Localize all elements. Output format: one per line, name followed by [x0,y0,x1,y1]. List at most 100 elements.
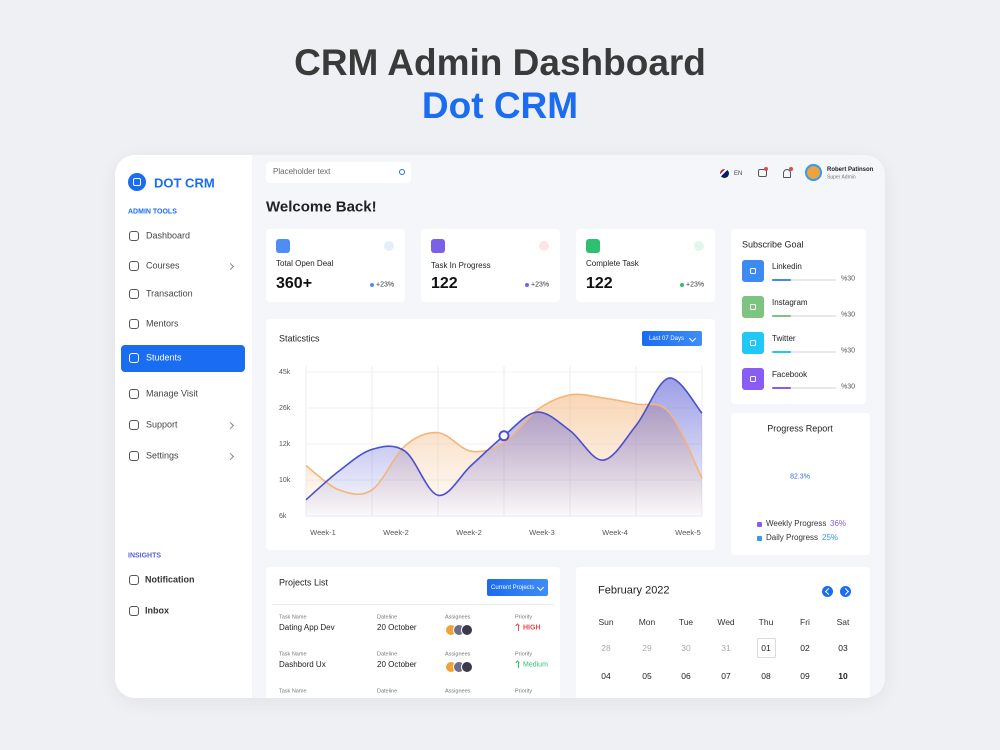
filter-button[interactable] [487,579,548,596]
search-box[interactable] [266,162,411,183]
stat-change-dot [680,283,684,287]
calendar-nav-button[interactable] [821,585,833,597]
column-label: Task Name [279,651,307,658]
user-role: Super Admin [827,174,856,181]
progress-label: %30 [841,275,856,283]
search-icon [399,169,405,175]
legend-value: 36% [830,519,847,528]
area [306,377,702,517]
weekday: Tue [678,616,694,627]
bell-icon[interactable] [783,169,791,178]
language: EN [734,171,743,177]
priority: Medium [523,661,548,669]
stat-change-dot [370,283,374,287]
page-title: CRM Admin Dashboard [294,42,706,83]
calendar-day: 09 [800,670,810,681]
section-label: INSIGHTS [128,552,162,560]
column-label: Dateline [377,614,398,621]
card-title: Subscribe Goal [742,239,804,250]
flag-icon [720,169,729,178]
section-label: ADMIN TOOLS [128,208,177,216]
social-name: Linkedin [772,262,802,271]
weekday: Mon [638,616,656,627]
logo-text: DOT CRM [154,175,215,191]
legend-label: Daily Progress [766,533,819,542]
dashboard-canvas: DOT CRM ADMIN TOOLS Dashboard Courses Transa… [115,155,885,698]
stat-value: 122 [586,275,613,292]
y-tick-label: 45k [279,369,291,376]
legend-swatch [757,535,762,541]
stat-label: Task In Progress [431,261,491,270]
x-tick-label: Week-2 [383,528,409,537]
stat-change: +23% [686,281,705,289]
selected-day[interactable] [757,638,776,658]
stat-action[interactable] [694,241,704,251]
task-name: Dating App Dev [279,623,335,632]
calendar-nav-button[interactable] [839,585,851,597]
y-tick-label: 10k [279,477,291,484]
menu-item: Dashboard [146,230,191,241]
progress-label: %30 [841,311,856,319]
legend-swatch [757,521,762,527]
x-tick-label: Week-3 [529,528,555,537]
calendar-day: 08 [761,670,771,681]
menu-icon [129,289,139,299]
progress-track [772,387,836,389]
y-tick-label: 26k [279,405,291,412]
stat-change: +23% [531,281,550,289]
weekday: Sun [598,616,614,627]
task-name: Dashbord Ux [279,660,326,669]
dashboard: DOT CRM ADMIN TOOLS Dashboard Courses Transa… [115,155,885,698]
column-label: Dateline [377,651,398,658]
progress-label: %30 [841,383,856,391]
column-label: Assignees [445,651,471,658]
weekday: Wed [717,616,735,627]
divider [272,604,554,605]
filter-label: Current Projects [491,585,535,591]
x-tick-label: Week-4 [602,528,628,537]
message-icon[interactable] [758,169,767,177]
notification-dot [764,167,768,171]
y-tick-label: 12k [279,441,291,448]
priority-arrow [518,625,519,631]
y-tick-label: 6k [279,513,287,520]
menu-item: Notification [145,574,195,585]
dateline: 20 October [377,623,417,632]
social-icon [742,332,764,354]
stat-action[interactable] [384,241,394,251]
menu-item: Support [146,419,178,430]
logo-icon [128,173,146,191]
welcome-heading: Welcome Back! [266,198,377,216]
dateline: 20 October [377,660,417,669]
weekday: Fri [800,616,810,627]
calendar-title: February 2022 [598,584,670,597]
highlight-point [498,430,510,442]
card-title: Progress Report [767,423,833,434]
menu-icon [129,451,139,461]
progress-fill [772,387,792,389]
menu-icon [129,420,139,430]
menu-item-active[interactable] [121,345,245,372]
avatar[interactable] [805,164,822,181]
filter-button[interactable] [642,331,702,346]
weekday: Thu [758,616,774,627]
social-icon [742,296,764,318]
line [305,393,703,495]
calendar-day: 03 [838,642,848,653]
progress-fill [772,351,792,353]
social-icon-glyph [750,340,756,346]
logo-icon-inner [133,178,141,186]
progress-track [772,315,836,317]
stat-icon [431,239,445,253]
social-name: Facebook [772,370,808,379]
stat-icon [586,239,600,253]
legend-label: Weekly Progress [766,519,827,528]
column-label: Priority [515,651,533,658]
stat-action[interactable] [539,241,549,251]
social-icon-glyph [750,268,756,274]
progress-fill [772,315,792,317]
calendar-day: 06 [681,670,691,681]
calendar-day: 01 [761,642,771,653]
progress-track [772,351,836,353]
calendar-day: 28 [601,642,611,653]
